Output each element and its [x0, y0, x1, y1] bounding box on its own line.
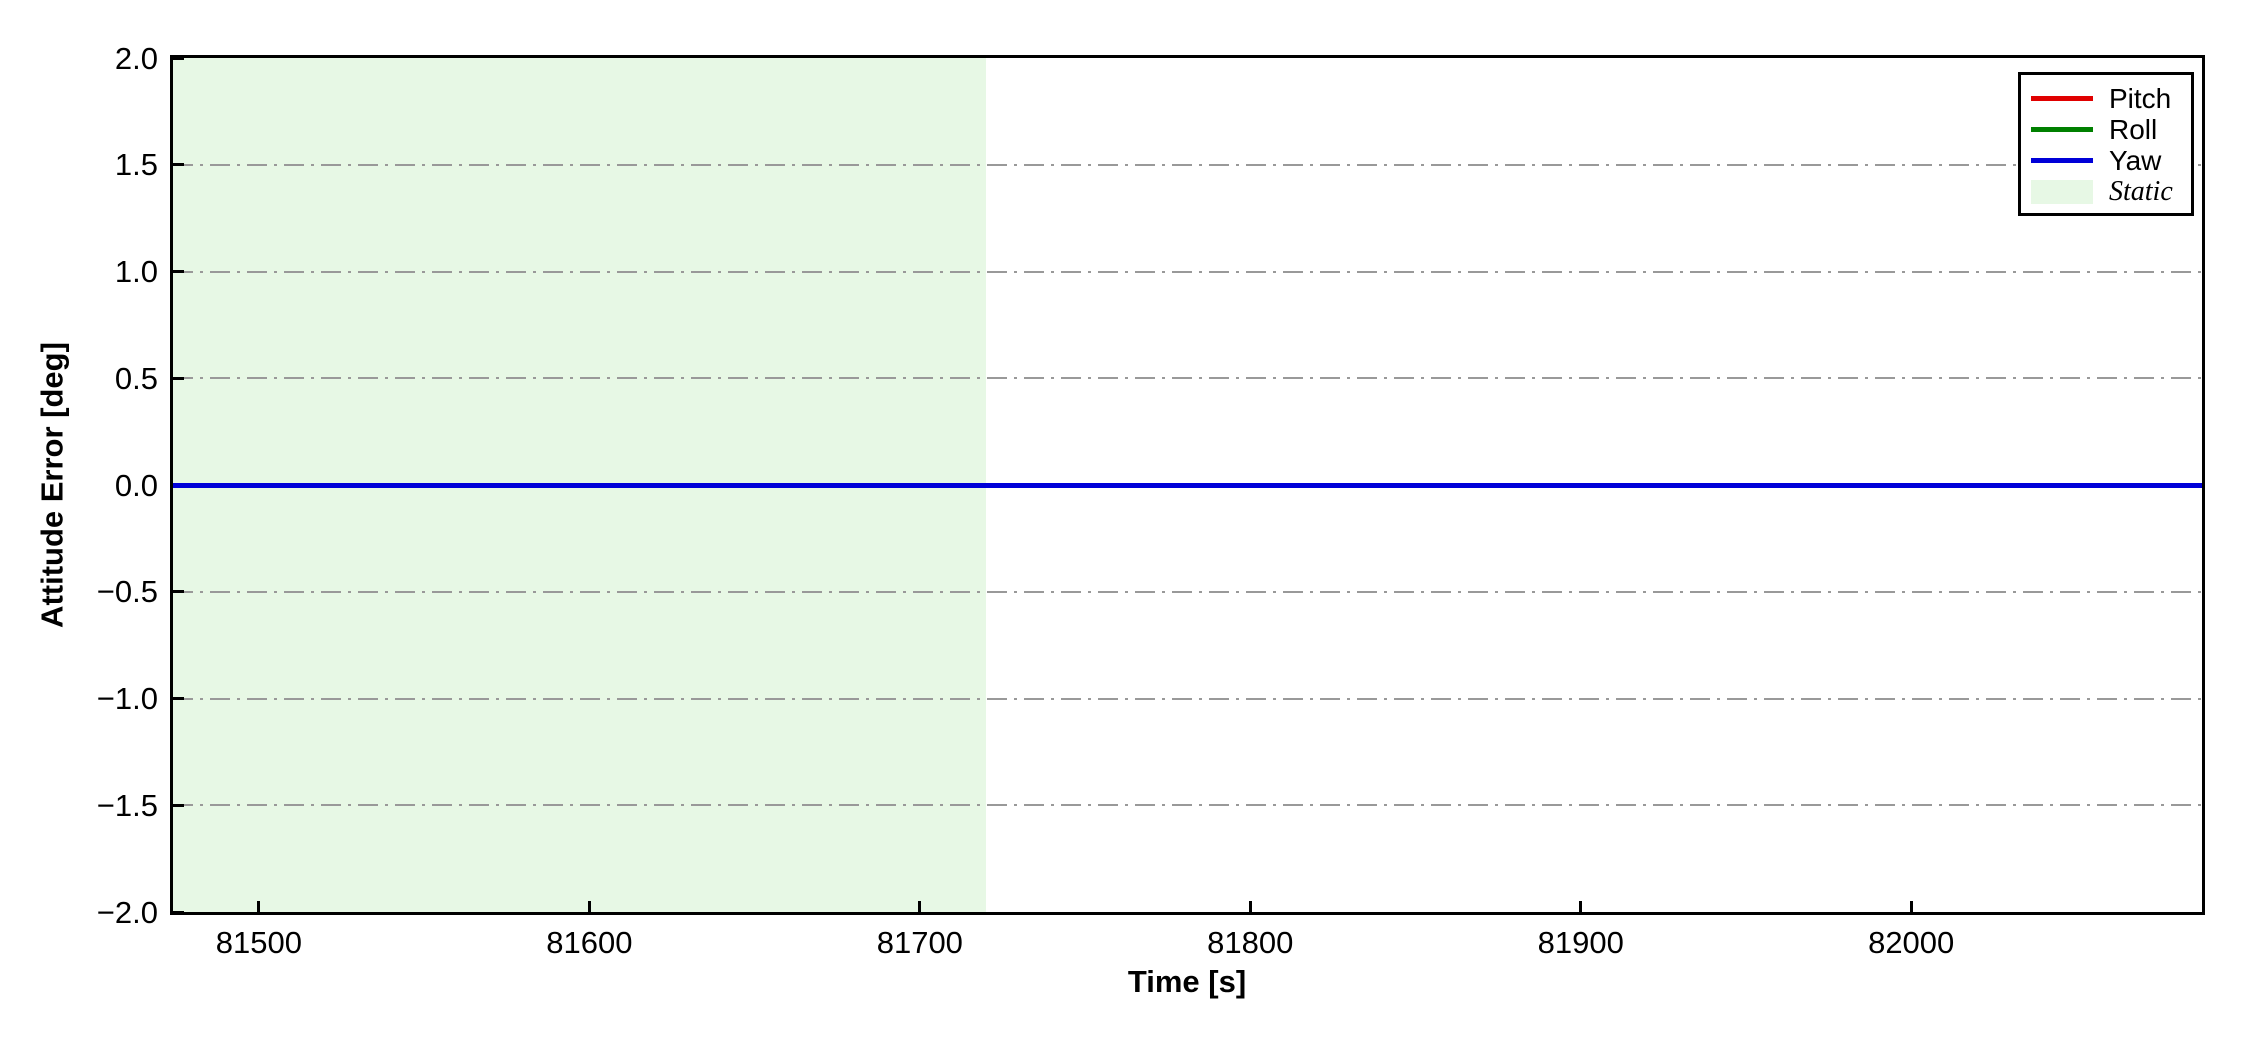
x-tick-mark — [587, 901, 591, 912]
y-gridline — [173, 377, 2202, 380]
x-tick-mark — [1909, 901, 1913, 912]
legend-item-pitch: Pitch — [2021, 83, 2191, 114]
y-tick-mark — [173, 803, 184, 807]
y-tick-label: −1.5 — [96, 787, 158, 823]
y-tick-mark — [173, 163, 184, 167]
y-tick-mark — [173, 270, 184, 273]
y-tick-label: 1.5 — [114, 147, 158, 183]
x-tick-mark — [257, 901, 261, 912]
x-tick-label: 81700 — [876, 925, 963, 960]
legend-label-pitch: Pitch — [2109, 82, 2172, 114]
y-tick-mark — [173, 376, 184, 380]
x-tick-label: 82000 — [1868, 925, 1955, 960]
legend-item-static: Static — [2021, 176, 2191, 207]
x-tick-label: 81900 — [1537, 925, 1624, 960]
pitch-line-swatch — [2031, 96, 2093, 101]
y-tick-label: 1.0 — [114, 254, 158, 289]
y-tick-mark — [173, 697, 184, 700]
legend-item-yaw: Yaw — [2021, 145, 2191, 176]
y-tick-label: −2.0 — [96, 894, 158, 930]
y-gridline — [173, 590, 2202, 593]
y-gridline — [173, 270, 2202, 273]
y-tick-label: 0.0 — [114, 467, 158, 503]
y-tick-label: −1.0 — [96, 681, 158, 716]
y-tick-mark — [173, 910, 184, 912]
x-tick-label: 81800 — [1207, 925, 1294, 960]
x-tick-mark — [1248, 901, 1252, 912]
series-line-yaw — [173, 482, 2202, 488]
y-gridline — [173, 804, 2202, 807]
y-gridline — [173, 697, 2202, 700]
x-tick-mark — [1579, 901, 1583, 912]
y-tick-mark — [173, 58, 184, 60]
y-tick-label: −0.5 — [96, 574, 158, 610]
y-tick-label: 0.5 — [114, 360, 158, 396]
y-tick-label: 2.0 — [114, 40, 158, 76]
legend-item-roll: Roll — [2021, 114, 2191, 145]
legend-label-static: Static — [2109, 175, 2173, 207]
y-gridline — [173, 163, 2202, 166]
x-tick-label: 81500 — [215, 925, 303, 960]
static-region-swatch — [2031, 179, 2093, 204]
x-tick-label: 81600 — [546, 925, 633, 960]
x-axis-title: Time [s] — [1127, 964, 1247, 999]
plot-area — [170, 55, 2205, 915]
legend-label-yaw: Yaw — [2109, 144, 2162, 176]
roll-line-swatch — [2031, 127, 2093, 132]
legend-label-roll: Roll — [2109, 113, 2158, 145]
x-tick-mark — [918, 901, 922, 912]
legend: Pitch Roll Yaw Static — [2018, 72, 2194, 216]
yaw-line-swatch — [2031, 158, 2093, 163]
y-tick-mark — [173, 590, 184, 594]
